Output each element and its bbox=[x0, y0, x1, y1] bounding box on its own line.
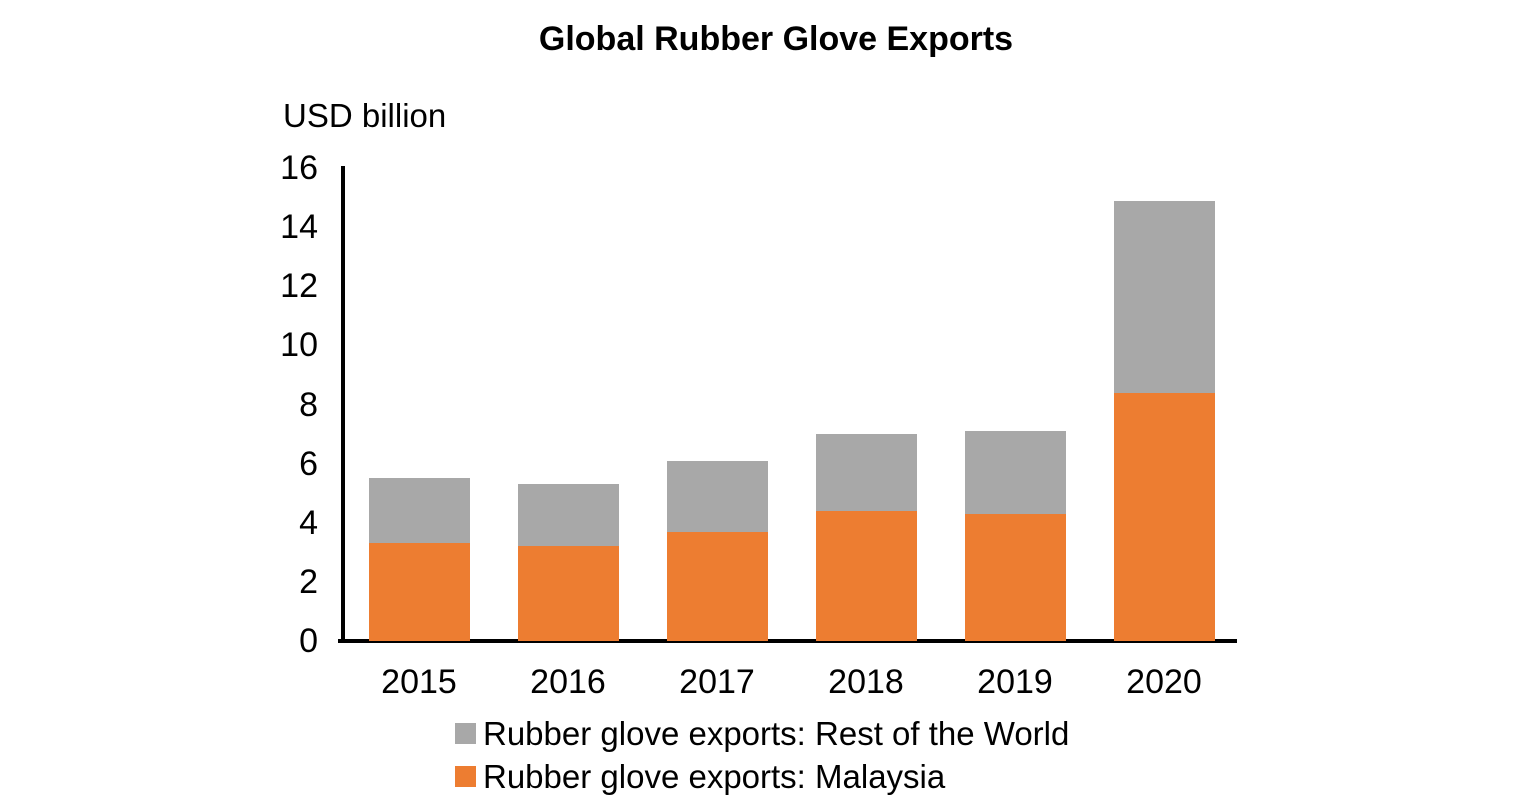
bar-2015-malaysia-segment bbox=[369, 543, 470, 641]
bar-2020-malaysia-segment bbox=[1114, 393, 1215, 641]
legend-swatch-malaysia bbox=[455, 766, 476, 787]
legend-swatch-rest-of-world bbox=[455, 723, 476, 744]
y-tick-label-6: 6 bbox=[299, 445, 318, 483]
y-tick-label-10: 10 bbox=[280, 326, 318, 364]
bar-2020-rest-of-world-segment bbox=[1114, 201, 1215, 393]
bar-2016-rest-of-world-segment bbox=[518, 484, 619, 546]
bar-2017-malaysia-segment bbox=[667, 532, 768, 641]
bar-2017-rest-of-world-segment bbox=[667, 461, 768, 532]
x-axis-label-2016: 2016 bbox=[530, 663, 606, 701]
bar-2018-malaysia-segment bbox=[816, 511, 917, 641]
bar-2019-rest-of-world-segment bbox=[965, 431, 1066, 514]
x-axis-label-2018: 2018 bbox=[828, 663, 904, 701]
legend-label-rest-of-world: Rubber glove exports: Rest of the World bbox=[483, 715, 1070, 752]
x-axis-label-2020: 2020 bbox=[1126, 663, 1202, 701]
x-axis-label-2015: 2015 bbox=[381, 663, 457, 701]
legend-label-malaysia: Rubber glove exports: Malaysia bbox=[483, 758, 946, 795]
y-tick-label-2: 2 bbox=[299, 563, 318, 601]
y-axis-unit-label: USD billion bbox=[283, 97, 447, 134]
y-tick-label-16: 16 bbox=[280, 149, 318, 187]
x-axis-line bbox=[338, 639, 1237, 643]
y-axis-line bbox=[341, 166, 345, 643]
y-tick-label-12: 12 bbox=[280, 267, 318, 305]
x-axis-label-2017: 2017 bbox=[679, 663, 755, 701]
bar-2015-rest-of-world-segment bbox=[369, 478, 470, 543]
bar-2018-rest-of-world-segment bbox=[816, 434, 917, 511]
y-tick-label-8: 8 bbox=[299, 386, 318, 424]
y-tick-label-14: 14 bbox=[280, 208, 318, 246]
y-tick-label-4: 4 bbox=[299, 504, 318, 542]
y-tick-label-0: 0 bbox=[299, 622, 318, 660]
x-axis-label-2019: 2019 bbox=[977, 663, 1053, 701]
chart-title: Global Rubber Glove Exports bbox=[538, 20, 1014, 58]
bar-2019-malaysia-segment bbox=[965, 514, 1066, 641]
bar-2016-malaysia-segment bbox=[518, 546, 619, 641]
